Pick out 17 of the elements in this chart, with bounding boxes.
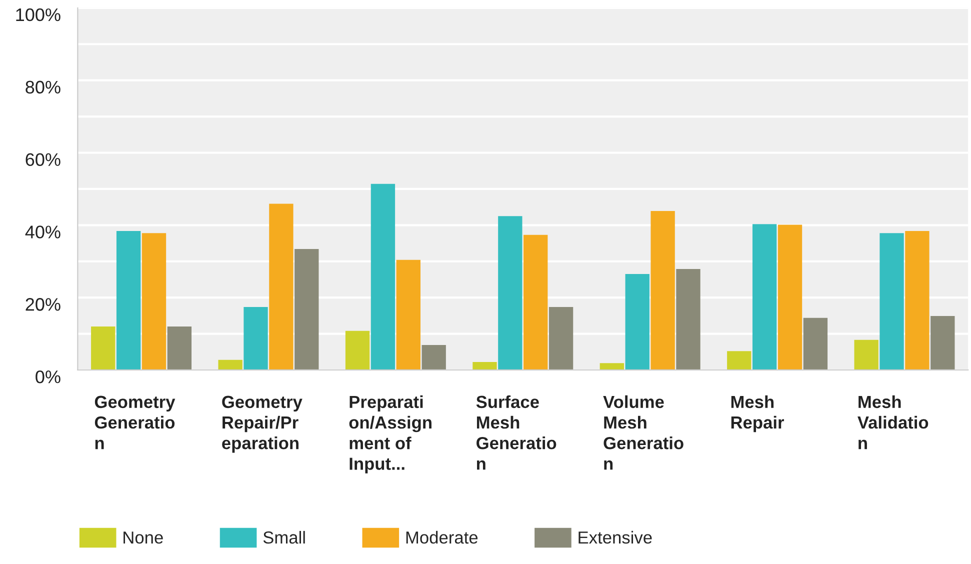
- y-tick-label: 40%: [25, 226, 60, 238]
- legend-label: None: [124, 532, 163, 544]
- legend-label: Moderate: [406, 530, 478, 544]
- legend-label: Small: [263, 530, 305, 544]
- y-tick-label: 100%: [16, 8, 60, 22]
- y-tick-label: 60%: [26, 153, 60, 166]
- x-tick-label: Volume Mesh Generatio n: [603, 395, 684, 470]
- x-tick-label: Preparati on/Assign ment of Input...: [349, 395, 432, 474]
- x-tick-label: Surface Mesh Generatio n: [476, 395, 556, 470]
- y-tick-label: 20%: [26, 298, 60, 311]
- x-tick-label: Mesh Validatio n: [858, 395, 928, 450]
- y-tick-label: 0%: [36, 370, 60, 384]
- y-tick-label: 80%: [26, 80, 60, 94]
- x-tick-label: Mesh Repair: [731, 395, 784, 432]
- legend-label: Extensive: [578, 530, 652, 544]
- x-tick-label: Geometry Repair/Pr eparation: [222, 396, 302, 453]
- x-tick-label: Geometry Generatio n: [94, 396, 176, 450]
